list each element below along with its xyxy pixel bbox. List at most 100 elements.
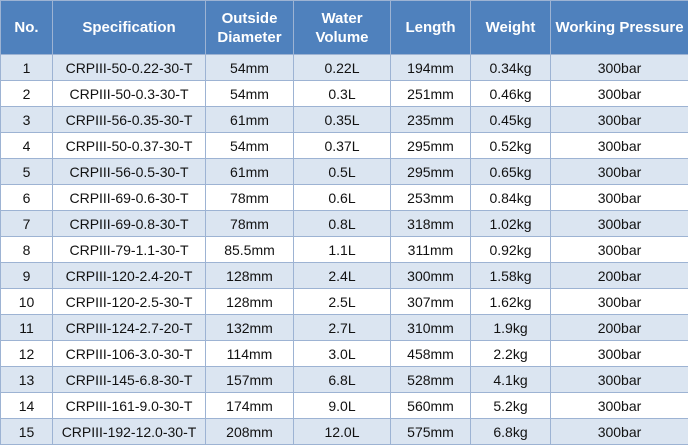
table-row: 13 CRPIII-145-6.8-30-T 157mm 6.8L 528mm 4.1kg… [0, 366, 688, 393]
column-header: Length [390, 0, 471, 55]
table-cell: 54mm [205, 80, 294, 107]
table-cell: 300bar [550, 366, 688, 393]
column-header: Water Volume [293, 0, 391, 55]
table-cell: 128mm [205, 262, 294, 289]
table-cell: 300bar [550, 158, 688, 185]
table-cell: 200bar [550, 314, 688, 341]
table-cell: 1.62kg [470, 288, 551, 315]
table-cell: 54mm [205, 54, 294, 81]
table-cell: 300bar [550, 184, 688, 211]
table-cell: 61mm [205, 158, 294, 185]
table-row: 5 CRPIII-56-0.5-30-T 61mm 0.5L 295mm 0.65kg 30… [0, 158, 688, 185]
table-cell: 12.0L [293, 418, 391, 445]
table-cell: CRPIII-161-9.0-30-T [52, 392, 206, 419]
table-cell: 307mm [390, 288, 471, 315]
table-cell: 6.8kg [470, 418, 551, 445]
table-cell: 318mm [390, 210, 471, 237]
table-row: 2 CRPIII-50-0.3-30-T 54mm 0.3L 251mm 0.46kg 30… [0, 80, 688, 107]
table-cell: 0.8L [293, 210, 391, 237]
table-body: 1 CRPIII-50-0.22-30-T 54mm 0.22L 194mm 0.34kg… [0, 54, 688, 445]
table-cell: 300bar [550, 418, 688, 445]
table-cell: 295mm [390, 132, 471, 159]
table-cell: 194mm [390, 54, 471, 81]
column-header: No. [0, 0, 53, 55]
table-cell: CRPIII-192-12.0-30-T [52, 418, 206, 445]
table-cell: CRPIII-120-2.4-20-T [52, 262, 206, 289]
table-cell: 0.3L [293, 80, 391, 107]
table-cell: 253mm [390, 184, 471, 211]
table-row: 11 CRPIII-124-2.7-20-T 132mm 2.7L 310mm 1.9kg… [0, 314, 688, 341]
table-cell: 78mm [205, 210, 294, 237]
table-cell: 7 [0, 210, 53, 237]
table-cell: 5 [0, 158, 53, 185]
table-cell: 0.45kg [470, 106, 551, 133]
table-cell: CRPIII-124-2.7-20-T [52, 314, 206, 341]
table-cell: CRPIII-106-3.0-30-T [52, 340, 206, 367]
table-cell: 78mm [205, 184, 294, 211]
table-cell: 300bar [550, 106, 688, 133]
table-cell: 114mm [205, 340, 294, 367]
table-cell: 1.1L [293, 236, 391, 263]
table-cell: CRPIII-50-0.37-30-T [52, 132, 206, 159]
table-cell: 0.37L [293, 132, 391, 159]
table-cell: 11 [0, 314, 53, 341]
table-cell: 6.8L [293, 366, 391, 393]
column-header: Working Pressure [550, 0, 688, 55]
table-cell: 300mm [390, 262, 471, 289]
table-cell: 14 [0, 392, 53, 419]
table-cell: 2.4L [293, 262, 391, 289]
table-cell: 12 [0, 340, 53, 367]
column-header: Weight [470, 0, 551, 55]
table-cell: 1.02kg [470, 210, 551, 237]
column-header: Outside Diameter [205, 0, 294, 55]
table-cell: CRPIII-79-1.1-30-T [52, 236, 206, 263]
table-cell: 1.58kg [470, 262, 551, 289]
column-header: Specification [52, 0, 206, 55]
table-cell: 0.52kg [470, 132, 551, 159]
table-cell: 458mm [390, 340, 471, 367]
table-cell: 3 [0, 106, 53, 133]
table-cell: 300bar [550, 132, 688, 159]
table-cell: 6 [0, 184, 53, 211]
table-cell: 1.9kg [470, 314, 551, 341]
table-row: 8 CRPIII-79-1.1-30-T 85.5mm 1.1L 311mm 0.92kg… [0, 236, 688, 263]
table-cell: 174mm [205, 392, 294, 419]
table-cell: 157mm [205, 366, 294, 393]
table-cell: 0.46kg [470, 80, 551, 107]
table-cell: CRPIII-50-0.22-30-T [52, 54, 206, 81]
table-cell: 4 [0, 132, 53, 159]
table-cell: 300bar [550, 80, 688, 107]
table-cell: 0.92kg [470, 236, 551, 263]
table-cell: CRPIII-50-0.3-30-T [52, 80, 206, 107]
table-cell: 8 [0, 236, 53, 263]
table-cell: 295mm [390, 158, 471, 185]
table-cell: 0.34kg [470, 54, 551, 81]
table-cell: CRPIII-145-6.8-30-T [52, 366, 206, 393]
table-cell: 300bar [550, 54, 688, 81]
table-cell: 3.0L [293, 340, 391, 367]
table-cell: 2.7L [293, 314, 391, 341]
table-cell: 1 [0, 54, 53, 81]
table-cell: CRPIII-69-0.8-30-T [52, 210, 206, 237]
table-cell: 5.2kg [470, 392, 551, 419]
table-cell: 2 [0, 80, 53, 107]
table-cell: 0.5L [293, 158, 391, 185]
table-cell: 85.5mm [205, 236, 294, 263]
table-cell: 128mm [205, 288, 294, 315]
table-row: 12 CRPIII-106-3.0-30-T 114mm 3.0L 458mm 2.2kg… [0, 340, 688, 367]
table-row: 3 CRPIII-56-0.35-30-T 61mm 0.35L 235mm 0.45kg… [0, 106, 688, 133]
table-cell: CRPIII-69-0.6-30-T [52, 184, 206, 211]
table-row: 9 CRPIII-120-2.4-20-T 128mm 2.4L 300mm 1.58kg… [0, 262, 688, 289]
table-cell: 200bar [550, 262, 688, 289]
table-cell: CRPIII-120-2.5-30-T [52, 288, 206, 315]
table-row: 7 CRPIII-69-0.8-30-T 78mm 0.8L 318mm 1.02kg 30… [0, 210, 688, 237]
table-cell: 300bar [550, 288, 688, 315]
table-cell: 251mm [390, 80, 471, 107]
table-row: 10 CRPIII-120-2.5-30-T 128mm 2.5L 307mm 1.62k… [0, 288, 688, 315]
table-cell: 54mm [205, 132, 294, 159]
table-cell: 300bar [550, 340, 688, 367]
table-cell: 560mm [390, 392, 471, 419]
table-cell: 208mm [205, 418, 294, 445]
table-cell: 9.0L [293, 392, 391, 419]
